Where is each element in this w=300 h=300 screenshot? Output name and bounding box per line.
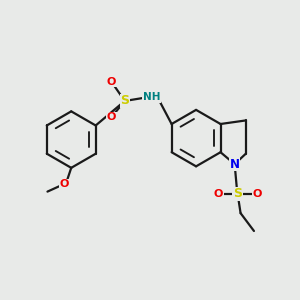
Text: NH: NH	[143, 92, 160, 102]
Text: S: S	[120, 94, 129, 107]
Text: O: O	[214, 189, 223, 199]
Text: O: O	[107, 112, 116, 122]
Text: S: S	[233, 187, 242, 200]
Text: O: O	[107, 76, 116, 87]
Text: O: O	[59, 179, 68, 189]
Text: N: N	[230, 158, 240, 171]
Text: O: O	[252, 189, 262, 199]
